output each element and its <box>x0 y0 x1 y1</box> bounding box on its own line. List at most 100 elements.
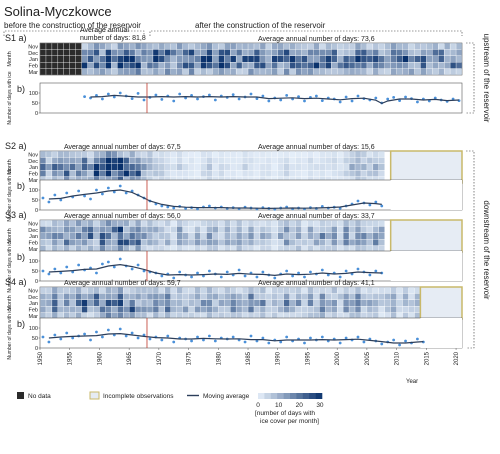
heatmap-cell <box>111 49 118 56</box>
heatmap-cell <box>444 49 450 56</box>
ice-point <box>344 95 348 99</box>
heatmap-cell <box>52 62 58 69</box>
month-tick-label: Nov <box>28 288 38 294</box>
heatmap-cell <box>390 306 397 313</box>
heatmap-cell <box>170 62 177 69</box>
heatmap-cell <box>361 157 367 164</box>
heatmap-cell <box>313 56 320 62</box>
heatmap-cell <box>170 68 177 75</box>
heatmap-cell <box>52 245 58 252</box>
heatmap-cell <box>283 62 290 69</box>
heatmap-cell <box>295 293 302 300</box>
heatmap-cell <box>242 300 248 306</box>
heatmap-cell <box>301 164 308 170</box>
line-ytick-label: 0 <box>35 111 38 117</box>
heatmap-cell <box>361 151 367 158</box>
heatmap-cell <box>170 312 177 319</box>
heatmap-cell <box>307 164 314 170</box>
colorbar-segment <box>315 393 323 399</box>
heatmap-cell <box>378 300 385 306</box>
heatmap-cell <box>111 287 118 294</box>
heatmap-cell <box>307 220 314 227</box>
heatmap-cell <box>384 43 391 50</box>
heatmap-cell <box>147 233 153 239</box>
heatmap-cell <box>266 312 272 319</box>
heatmap-cell <box>272 220 278 227</box>
ice-point <box>207 269 211 273</box>
heatmap-cell <box>52 49 58 56</box>
heatmap-cell <box>349 245 355 252</box>
heatmap-cell <box>301 312 308 319</box>
heatmap-cell <box>75 56 82 62</box>
ice-point <box>249 92 253 96</box>
heatmap-cell <box>331 62 337 69</box>
heatmap-cell <box>266 170 272 177</box>
heatmap-cell <box>212 157 219 164</box>
heatmap-cell <box>378 62 385 69</box>
heatmap-cell <box>319 43 326 50</box>
heatmap-cell <box>46 300 52 306</box>
moving-average-line <box>48 263 382 277</box>
heatmap-cell <box>224 312 230 319</box>
heatmap-cell <box>40 56 46 62</box>
heatmap-cell <box>313 306 320 313</box>
heatmap-cell <box>295 226 302 233</box>
heatmap-cell <box>46 170 52 177</box>
ice-point <box>338 275 342 279</box>
heatmap-cell <box>396 312 403 319</box>
heatmap-cell <box>117 151 124 158</box>
heatmap-cell <box>402 68 409 75</box>
ice-point <box>83 95 86 98</box>
ice-point <box>285 269 289 273</box>
heatmap-cell <box>153 43 159 50</box>
heatmap-cell <box>93 287 100 294</box>
ice-point <box>77 189 81 193</box>
heatmap-cell <box>408 56 415 62</box>
heatmap-cell <box>254 49 260 56</box>
month-tick-label: Feb <box>29 64 38 70</box>
heatmap-cell <box>81 164 88 170</box>
heatmap-cell <box>343 287 349 294</box>
heatmap-cell <box>254 226 260 233</box>
heatmap-cell <box>230 164 236 170</box>
figure-title: Solina-Myczkowce <box>4 4 112 19</box>
heatmap-cell <box>313 293 320 300</box>
heatmap-cell <box>206 226 213 233</box>
incomplete-box <box>389 150 463 184</box>
heatmap-cell <box>242 312 248 319</box>
heatmap-cell <box>414 293 421 300</box>
ice-point <box>47 272 51 276</box>
ice-point <box>106 186 110 190</box>
heatmap-cell <box>212 56 219 62</box>
heatmap-cell <box>236 300 242 306</box>
year-tick-label: 1975 <box>187 351 193 365</box>
line-ytick-label: 0 <box>35 208 38 214</box>
heatmap-cell <box>331 157 337 164</box>
heatmap-cell <box>182 62 189 69</box>
heatmap-cell <box>81 239 88 246</box>
heatmap-cell <box>182 312 189 319</box>
heatmap-cell <box>349 62 355 69</box>
heatmap-cell <box>373 220 379 227</box>
heatmap-cell <box>319 151 326 158</box>
heatmap-cell <box>402 300 409 306</box>
incomplete-swatch <box>89 391 100 400</box>
heatmap-cell <box>384 68 391 75</box>
heatmap-cell <box>111 43 118 50</box>
ice-point <box>160 338 164 342</box>
heatmap-cell <box>224 287 230 294</box>
heatmap-cell <box>319 312 326 319</box>
heatmap-cell <box>378 56 385 62</box>
heatmap-cell <box>301 226 308 233</box>
heatmap-cell <box>384 287 391 294</box>
heatmap-cell <box>69 43 76 50</box>
heatmap-cell <box>58 293 64 300</box>
heatmap-cell <box>444 43 450 50</box>
heatmap-cell <box>378 312 385 319</box>
heatmap-cell <box>63 293 70 300</box>
heatmap-cell <box>277 287 284 294</box>
heatmap-cell <box>313 49 320 56</box>
heatmap-cell <box>331 68 337 75</box>
heatmap-cell <box>123 43 129 50</box>
heatmap-cell <box>242 245 248 252</box>
